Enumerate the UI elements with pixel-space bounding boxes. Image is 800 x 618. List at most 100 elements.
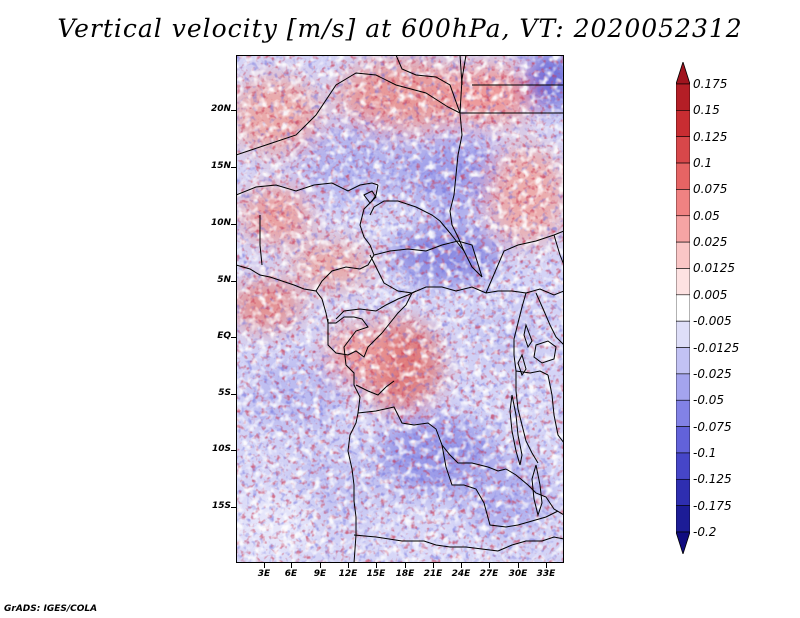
lat-tick <box>231 337 236 338</box>
grads-credit: GrADS: IGES/COLA <box>4 604 98 614</box>
vertical-velocity-map <box>236 55 564 563</box>
colorbar-segment <box>676 373 690 401</box>
border-nigeria-east <box>315 254 375 292</box>
lon-label-18e: 18E <box>395 569 415 579</box>
border-libya-chad <box>459 55 463 86</box>
colorbar-segment <box>676 505 690 533</box>
lake-chad <box>363 190 377 204</box>
lat-label-eq: EQ <box>217 331 231 341</box>
lon-tick <box>320 563 321 568</box>
lon-tick <box>489 563 490 568</box>
border-drc-angola <box>357 406 507 472</box>
lon-label-33e: 33E <box>536 569 556 579</box>
colorbar <box>676 62 690 554</box>
colorbar-segment <box>676 110 690 138</box>
colorbar-segment <box>676 399 690 427</box>
lon-tick <box>518 563 519 568</box>
border-gabon <box>327 319 383 358</box>
lake-malawi <box>531 464 543 517</box>
colorbar-label: -0.2 <box>693 525 717 539</box>
lake-victoria <box>533 340 557 364</box>
country-borders <box>236 55 564 563</box>
colorbar-segment <box>676 320 690 348</box>
lon-label-27e: 27E <box>479 569 499 579</box>
border-uganda-kenya <box>535 292 564 346</box>
lat-tick <box>231 394 236 395</box>
colorbar-label: -0.025 <box>693 366 732 381</box>
border-ethiopia <box>553 234 564 266</box>
colorbar-segment <box>676 162 690 190</box>
colorbar-segment <box>676 215 690 243</box>
colorbar-segment <box>676 478 690 506</box>
lon-tick <box>264 563 265 568</box>
lon-tick <box>291 563 292 568</box>
colorbar-label: 0.05 <box>693 208 720 223</box>
colorbar-label: 0.0125 <box>693 261 735 276</box>
colorbar-label: 0.175 <box>693 77 728 91</box>
lat-tick <box>231 224 236 225</box>
colorbar-top-arrow <box>676 62 690 85</box>
colorbar-label: 0.005 <box>693 287 728 302</box>
lon-tick <box>433 563 434 568</box>
border-nigeria-north <box>236 182 379 196</box>
lat-tick <box>231 450 236 451</box>
colorbar-bottom-arrow <box>676 531 690 554</box>
colorbar-label: -0.075 <box>693 419 732 434</box>
lat-label-10n: 10N <box>210 218 231 228</box>
border-car-north <box>373 240 483 278</box>
colorbar-label: -0.0125 <box>693 340 740 355</box>
border-angola-zambia <box>441 444 519 528</box>
lat-label-10s: 10S <box>211 444 231 454</box>
border-egypt-libya <box>395 55 461 114</box>
coastline-west <box>236 264 369 563</box>
lake-albert <box>523 323 533 349</box>
border-congo-north <box>335 290 417 320</box>
lon-label-6e: 6E <box>284 569 298 579</box>
colorbar-label: -0.005 <box>693 314 732 329</box>
lat-tick <box>231 507 236 508</box>
border-zambia-east <box>505 468 564 516</box>
map-frame <box>236 55 564 563</box>
lon-label-15e: 15E <box>366 569 386 579</box>
colorbar-label: 0.125 <box>693 129 728 144</box>
lat-label-15s: 15S <box>211 501 231 511</box>
border-tanzania <box>547 374 564 444</box>
lat-label-5n: 5N <box>217 275 231 285</box>
border-niger-chad <box>236 72 461 156</box>
colorbar-segment <box>676 241 690 269</box>
border-mozambique <box>497 536 564 552</box>
chart-title: Vertical velocity [m/s] at 600hPa, VT: 2… <box>57 14 743 43</box>
colorbar-segment <box>676 189 690 217</box>
lon-label-24e: 24E <box>451 569 471 579</box>
colorbar-label: -0.125 <box>693 472 732 487</box>
field-background <box>236 55 564 563</box>
lat-label-20n: 20N <box>210 104 231 114</box>
lat-label-5s: 5S <box>218 388 231 398</box>
lon-label-12e: 12E <box>338 569 358 579</box>
border-chad-east <box>369 200 465 252</box>
colorbar-label: -0.1 <box>693 445 717 460</box>
lake-tanganyika <box>509 394 523 466</box>
border-rwanda <box>515 370 549 376</box>
lat-tick <box>231 281 236 282</box>
lon-tick <box>546 563 547 568</box>
colorbar-segment <box>676 268 690 296</box>
colorbar-segment <box>676 294 690 322</box>
border-congo-south <box>355 380 395 396</box>
colorbar-label: -0.175 <box>693 498 732 513</box>
border-zambia-south <box>517 510 559 526</box>
colorbar-segment <box>676 426 690 454</box>
border-benin <box>259 215 263 266</box>
border-drc-east <box>513 292 539 464</box>
colorbar-label: 0.075 <box>693 182 728 197</box>
border-chad-sudan <box>449 112 483 278</box>
colorbar-label: -0.05 <box>693 393 725 408</box>
map-svg <box>236 55 564 563</box>
lake-kivu <box>517 353 527 377</box>
lon-tick <box>461 563 462 568</box>
border-angola-namibia <box>353 534 499 552</box>
lon-label-3e: 3E <box>257 569 271 579</box>
lon-tick <box>348 563 349 568</box>
lon-label-30e: 30E <box>508 569 528 579</box>
colorbar-label: 0.15 <box>693 103 720 118</box>
